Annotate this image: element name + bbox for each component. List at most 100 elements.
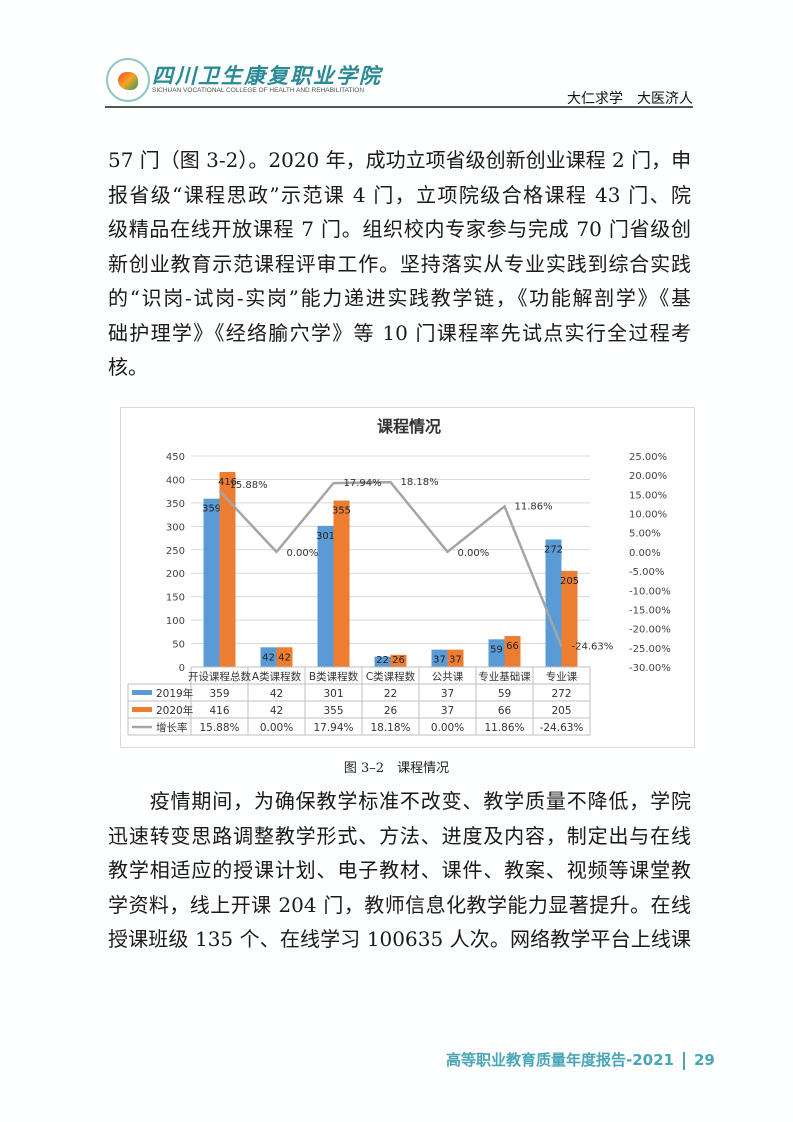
- table-cell: 17.94%: [313, 722, 353, 734]
- table-cell: 11.86%: [484, 722, 524, 734]
- legend-label: 2020年: [156, 704, 193, 717]
- bar-data-label: 42: [262, 652, 275, 663]
- bar-2019: [431, 649, 448, 667]
- legend-label: 2019年: [156, 687, 193, 700]
- text-line: 核。: [108, 355, 148, 379]
- text-line: 教学相适应的授课计划、电子教材、课件、教案、视频等课堂教: [108, 858, 691, 882]
- growth-rate-line: [218, 480, 563, 647]
- bar-2019: [317, 525, 334, 667]
- table-cell: 37: [441, 705, 454, 717]
- left-axis-tick: 350: [166, 499, 185, 510]
- table-cell: 59: [498, 688, 511, 700]
- report-title: 高等职业教育质量年度报告-2021: [446, 1051, 674, 1069]
- table-cell: 355: [323, 705, 343, 717]
- left-axis-tick: 450: [166, 452, 185, 463]
- text-line: 57 门（图 3-2）。2020 年，成功立项省级创新创业课程 2 门，申: [108, 148, 692, 172]
- bar-2019: [545, 539, 562, 667]
- school-logo: [106, 58, 150, 102]
- text-line: 报省级“课程思政”示范课 4 门，立项院级合格课程 43 门、院: [108, 182, 691, 207]
- left-axis-tick: 200: [166, 569, 185, 580]
- line-data-label: 0.00%: [287, 548, 319, 559]
- bar-2019: [374, 656, 391, 667]
- legend-swatch-2020: [132, 707, 152, 712]
- paragraph-2: 疫情期间，为确保教学标准不改变、教学质量不降低，学院 迅速转变思路调整教学形式、…: [108, 784, 691, 957]
- bar-data-label: 66: [506, 641, 519, 652]
- left-axis-tick: 100: [166, 616, 185, 627]
- header-divider: [105, 106, 693, 108]
- footer: 高等职业教育质量年度报告-2021 29: [446, 1049, 715, 1070]
- right-axis-tick: -10.00%: [629, 586, 671, 597]
- text-line: 授课班级 135 个、在线学习 100635 人次。网络教学平台上线课: [108, 927, 691, 951]
- bar-data-label: 355: [332, 506, 351, 517]
- category-label: B类课程数: [309, 670, 359, 683]
- bar-data-label: 416: [218, 477, 237, 488]
- line-data-label: 15.88%: [230, 480, 268, 491]
- right-axis-tick: 25.00%: [629, 452, 667, 463]
- bar-2020: [447, 649, 464, 667]
- table-cell: 359: [209, 688, 229, 700]
- category-label: C类课程数: [366, 670, 416, 683]
- bar-2020: [276, 647, 293, 667]
- bar-2020: [504, 636, 521, 667]
- category-label: 专业基础课: [478, 670, 531, 683]
- school-name: 四川卫生康复职业学院: [152, 64, 382, 88]
- right-axis-tick: -20.00%: [629, 625, 671, 636]
- table-cell: 0.00%: [260, 722, 293, 734]
- text-line: 学资料，线上开课 204 门，教师信息化教学能力显著提升。在线: [108, 892, 691, 917]
- right-axis-tick: 0.00%: [629, 548, 661, 559]
- legend-swatch-2019: [132, 690, 152, 695]
- table-cell: 18.18%: [370, 722, 410, 734]
- bar-data-label: 42: [278, 652, 291, 663]
- right-axis-tick: -25.00%: [629, 644, 671, 655]
- school-name-en: SICHUAN VOCATIONAL COLLEGE OF HEALTH AND…: [152, 87, 365, 94]
- bar-data-label: 26: [392, 655, 405, 666]
- table-cell: 416: [209, 705, 229, 717]
- table-cell: 26: [384, 705, 398, 717]
- table-cell: 22: [384, 688, 397, 700]
- bar-2019: [260, 647, 277, 667]
- table-cell: 66: [498, 705, 512, 717]
- text-line: 级精品在线开放课程 7 门。组织校内专家参与完成 70 门省级创: [108, 217, 691, 241]
- category-label: 开设课程总数: [188, 670, 251, 683]
- table-cell: 205: [551, 705, 571, 717]
- table-cell: 15.88%: [199, 722, 239, 734]
- right-axis-tick: 20.00%: [629, 471, 667, 482]
- table-cell: 272: [551, 688, 571, 700]
- table-cell: 301: [323, 688, 343, 700]
- logo-swoosh-icon: [118, 72, 138, 90]
- bar-data-label: 37: [449, 655, 462, 666]
- text-line: 础护理学》《经络腧穴学》等 10 门课程率先试点实行全过程考: [108, 320, 691, 345]
- left-axis-tick: 50: [172, 640, 185, 651]
- text-line: 迅速转变思路调整教学形式、方法、进度及内容，制定出与在线: [108, 823, 691, 848]
- left-axis-tick: 250: [166, 546, 185, 557]
- category-label: 专业课: [546, 670, 578, 683]
- line-data-label: 18.18%: [401, 477, 439, 488]
- bar-data-label: 59: [490, 644, 503, 655]
- line-data-label: -24.63%: [572, 641, 614, 652]
- table-cell: -24.63%: [540, 722, 584, 734]
- line-data-label: 11.86%: [515, 501, 553, 512]
- right-axis-tick: 15.00%: [629, 490, 667, 501]
- right-axis-tick: 5.00%: [629, 529, 661, 540]
- right-axis-tick: -30.00%: [629, 663, 671, 674]
- school-motto: 大仁求学 大医济人: [567, 91, 693, 107]
- text-line: 疫情期间，为确保教学标准不改变、教学质量不降低，学院: [108, 789, 691, 813]
- table-cell: 42: [270, 688, 283, 700]
- table-cell: 37: [441, 688, 454, 700]
- right-axis-tick: 10.00%: [629, 510, 667, 521]
- left-axis-tick: 150: [166, 593, 185, 604]
- bar-data-label: 37: [433, 655, 446, 666]
- table-cell: 0.00%: [431, 722, 464, 734]
- right-axis-tick: -5.00%: [629, 567, 664, 578]
- course-chart: 课程情况 0 50 100 150 200 250 300 350 400 450 -30.00% -…: [120, 407, 695, 748]
- bar-2020: [390, 654, 407, 667]
- text-line: 新创业教育示范课程评审工作。坚持落实从专业实践到综合实践: [108, 251, 691, 276]
- left-axis-tick: 400: [166, 475, 185, 486]
- page-number: 29: [693, 1051, 715, 1069]
- figure-caption: 图 3–2 课程情况: [343, 761, 450, 776]
- category-label: A类课程数: [252, 670, 302, 683]
- left-axis-tick: 0: [179, 663, 185, 674]
- footer-divider: [682, 1051, 685, 1070]
- bar-2019: [488, 639, 505, 667]
- chart-svg: 课程情况 0 50 100 150 200 250 300 350 400 450 -30.00% -…: [127, 417, 671, 736]
